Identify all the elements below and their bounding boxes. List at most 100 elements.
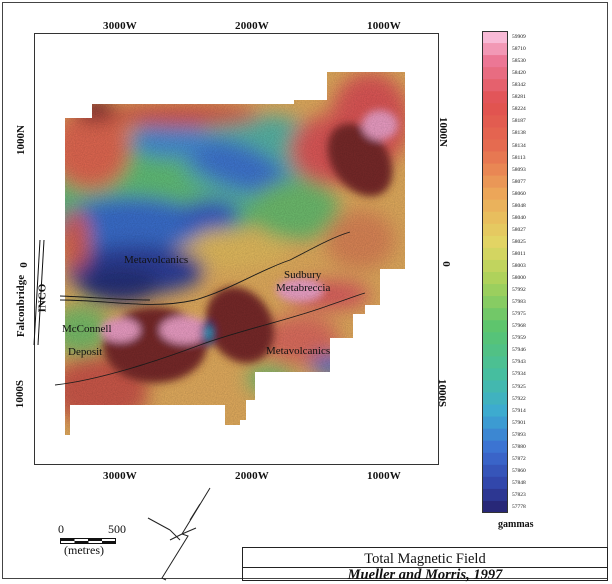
color-scale-swatch [482,416,508,430]
property-boundary-line [37,239,45,346]
bottom-tick-1000w: 1000W [367,470,401,482]
color-scale-value: 57925 [512,383,526,390]
color-scale-value: 58138 [512,130,526,137]
color-scale-value: 58134 [512,142,526,149]
color-scale-swatch [482,223,508,237]
color-scale-value: 58040 [512,214,526,221]
color-scale-swatch [482,332,508,345]
bottom-tick-3000w: 3000W [103,470,137,482]
color-scale-swatch [482,464,508,478]
map-title: Total Magnetic Field [364,551,486,567]
color-scale-value: 57922 [512,395,526,402]
top-tick-3000w: 3000W [103,20,137,32]
color-scale-swatch [482,259,508,273]
color-scale-value: 57823 [512,491,526,498]
color-scale-value: 58113 [512,154,526,161]
color-scale-value: 58420 [512,70,526,77]
color-scale-value: 59909 [512,34,526,40]
color-scale-value: 58342 [512,82,526,89]
color-scale-swatch [482,320,508,333]
title-block: Total Magnetic Field Mueller and Morris,… [242,547,608,583]
color-scale-value: 57959 [512,335,526,342]
color-scale-swatch [482,308,508,321]
color-scale-swatch [482,284,508,297]
label-deposit: Deposit [68,346,103,358]
color-scale-value: 57901 [512,419,526,426]
color-scale-value: 58530 [512,58,526,65]
geological-contacts [54,231,366,386]
color-scale-value: 57893 [512,431,526,438]
label-metabreccia: Metabreccia [276,282,331,294]
color-scale-value: 57946 [512,347,526,354]
color-scale-value: 57934 [512,371,526,378]
legend-unit: gammas [498,519,534,530]
color-scale-value: 58077 [512,178,526,185]
label-inco: INCO [36,283,49,313]
color-scale-swatch [482,247,508,261]
color-scale-value: 58000 [512,275,526,281]
label-metavolcanics-upper: Metavolcanics [124,254,189,266]
north-arrow-icon [147,487,211,581]
color-scale-swatch [482,115,508,128]
color-scale-swatch [482,139,508,152]
color-scale-value: 58048 [512,202,526,209]
color-scale-swatch [482,79,508,92]
color-scale-swatch [482,380,508,393]
color-scale-swatch [482,272,508,285]
color-scale-swatch [482,500,508,513]
color-scale-value: 58003 [512,263,526,269]
color-scale-bar [482,31,508,513]
color-scale-swatch [482,296,508,309]
color-scale-swatch [482,356,508,369]
color-scale-value: 57872 [512,455,526,462]
color-scale-swatch [482,127,508,140]
color-scale-swatch [482,404,508,418]
color-scale-swatch [482,31,508,44]
scale-bar-graphic [60,538,116,544]
top-tick-2000w: 2000W [235,20,269,32]
color-scale-swatch [482,151,508,165]
color-scale-swatch [482,476,508,490]
color-scale-value: 57914 [512,407,526,414]
color-scale-value: 57992 [512,287,526,294]
color-scale-value: 57880 [512,443,526,450]
color-scale-swatch [482,440,508,454]
title-divider [243,567,607,568]
color-scale-value: 57975 [512,311,526,318]
color-scale-swatch [482,67,508,80]
color-scale-swatch [482,211,508,225]
scale-zero-label: 0 [58,522,64,536]
color-scale-value: 58710 [512,46,526,53]
color-scale-value: 57943 [512,359,526,366]
color-scale-swatch [482,368,508,381]
color-scale-swatch [482,344,508,357]
color-scale-value: 58025 [512,238,526,245]
color-scale-value: 57860 [512,467,526,474]
magnetic-anomaly-area [65,72,405,435]
label-sudbury: Sudbury [284,269,322,281]
color-scale-value: 57778 [512,504,526,510]
label-metavolcanics-lower: Metavolcanics [266,345,331,357]
color-scale-swatch [482,175,508,189]
property-boundary-line [33,239,41,346]
color-scale-swatch [482,452,508,466]
color-scale-swatch [482,163,508,177]
color-scale-value: 57848 [512,479,526,486]
color-scale-value: 58224 [512,106,526,113]
color-scale-value: 57983 [512,299,526,306]
map-credit: Mueller and Morris, 1997 [347,567,503,583]
color-scale-value: 58093 [512,166,526,173]
color-scale-swatch [482,91,508,104]
top-tick-1000w: 1000W [367,20,401,32]
color-scale-swatch [482,55,508,68]
label-falconbridge: Falconbridge [15,274,28,338]
color-scale-value: 57968 [512,323,526,330]
color-scale-value: 58281 [512,94,526,101]
color-scale-legend: 59909 58710 58530 58420 58342 58281 58224 58187… [482,31,532,513]
color-scale-swatch [482,428,508,442]
color-scale-value: 58011 [512,250,526,257]
color-scale-border [482,31,508,513]
scale-units-label: (metres) [64,543,104,557]
color-scale-swatch [482,103,508,116]
